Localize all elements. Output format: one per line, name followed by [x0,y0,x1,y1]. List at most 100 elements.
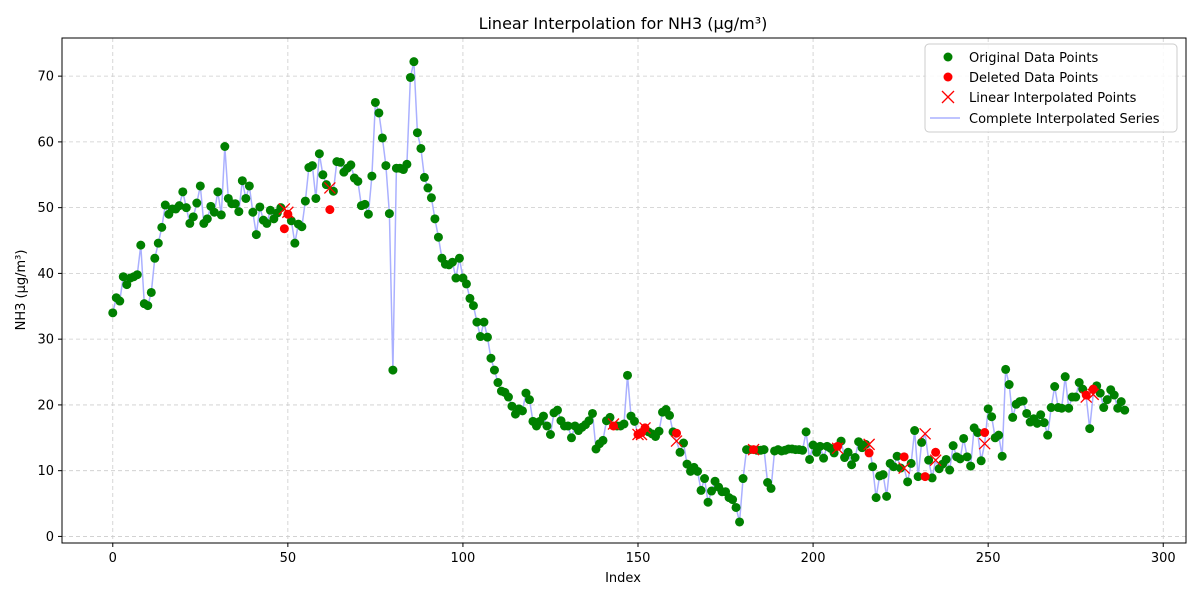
original-data-point [994,430,1004,440]
interpolated-point [635,428,648,441]
original-data-point [707,486,717,496]
original-data-point [318,170,328,180]
original-data-point [924,455,934,465]
original-data-point [801,427,811,437]
original-data-point [314,149,324,159]
original-data-point [517,406,527,416]
original-data-point [1074,378,1084,388]
original-data-point [1036,410,1046,420]
original-data-point [1032,418,1042,428]
original-data-point [230,199,240,209]
y-tick-label: 40 [37,267,54,282]
original-data-point [1050,382,1060,392]
original-data-point [136,240,146,250]
original-data-point [412,128,422,138]
original-data-point [461,279,471,289]
interpolated-point [831,442,844,455]
interpolated-point [639,421,651,434]
original-data-point [623,370,633,380]
x-tick-label: 0 [109,551,117,566]
original-data-point [819,453,829,463]
original-data-point [896,463,906,473]
interpolated-point [863,438,876,451]
original-data-point [486,353,496,363]
x-tick-label: 300 [1151,551,1176,566]
original-data-point [237,176,247,186]
x-tick-label: 200 [801,551,826,566]
original-data-point [174,201,184,211]
original-data-point [307,161,317,171]
original-data-point [829,448,839,458]
original-data-point [1120,405,1130,415]
original-data-point [367,171,377,181]
y-tick-label: 60 [37,135,54,150]
original-data-point [290,238,300,248]
original-data-point [1116,397,1126,407]
original-data-point [251,230,261,240]
original-data-point [738,474,748,484]
original-data-point [878,470,888,480]
original-data-point [910,426,920,436]
original-data-point [1113,403,1123,413]
interpolated-point [978,437,991,450]
x-tick-label: 100 [451,551,476,566]
original-data-point [808,440,818,450]
original-data-point [693,466,703,476]
deleted-data-point [864,448,874,458]
original-data-point [605,412,615,422]
original-data-point [335,157,345,167]
interpolated-point [1087,388,1100,401]
original-data-point [973,428,983,438]
original-data-point [903,477,913,487]
tick-layer: 0 50 100 150 200 250 300 0 10 20 30 40 50 60 70 [37,70,1175,566]
original-data-point [913,472,923,482]
original-data-point [665,410,675,420]
original-data-point [966,461,976,471]
original-data-point [847,460,857,470]
original-data-point [1071,392,1081,402]
original-data-point [430,214,440,224]
interpolated-point [747,443,760,456]
original-data-point [619,419,629,429]
legend: Original Data Points Deleted Data Points… [924,43,1178,133]
legend-interpolated-label: Linear Interpolated Points [969,91,1137,106]
original-data-point [759,445,769,455]
interpolated-point [323,181,336,194]
original-data-point [882,491,892,501]
original-data-point [374,108,384,118]
original-data-point [213,187,223,197]
original-data-point [157,222,167,232]
interpolated-point [929,454,942,467]
original-data-point [587,408,597,418]
original-data-point [216,210,226,220]
original-data-point [209,207,219,217]
original-data-point [1060,372,1070,382]
original-data-point [388,365,398,375]
x-tick-label: 150 [626,551,651,566]
original-data-point [475,332,485,342]
original-data-point [115,296,125,306]
original-data-point [384,209,394,219]
original-data-point [1004,380,1014,390]
original-data-point [850,453,860,463]
interpolated-point [670,435,683,448]
original-data-point [521,388,531,398]
original-data-point [1001,364,1011,374]
original-data-point [524,395,534,405]
original-data-point [122,280,132,290]
original-data-point [447,257,457,267]
original-data-point [454,253,464,263]
original-data-point [871,493,881,503]
deleted-data-point [931,447,941,457]
y-tick-label: 30 [37,333,54,348]
original-data-point [682,459,692,469]
original-data-point [181,203,191,213]
original-data-point [426,193,436,203]
original-data-point [1046,403,1056,413]
original-data-point [262,218,272,228]
legend-deleted-label: Deleted Data Points [969,71,1099,86]
original-data-point [160,200,170,210]
original-data-point [234,207,244,217]
original-data-point [563,421,573,431]
original-data-point [402,159,412,169]
